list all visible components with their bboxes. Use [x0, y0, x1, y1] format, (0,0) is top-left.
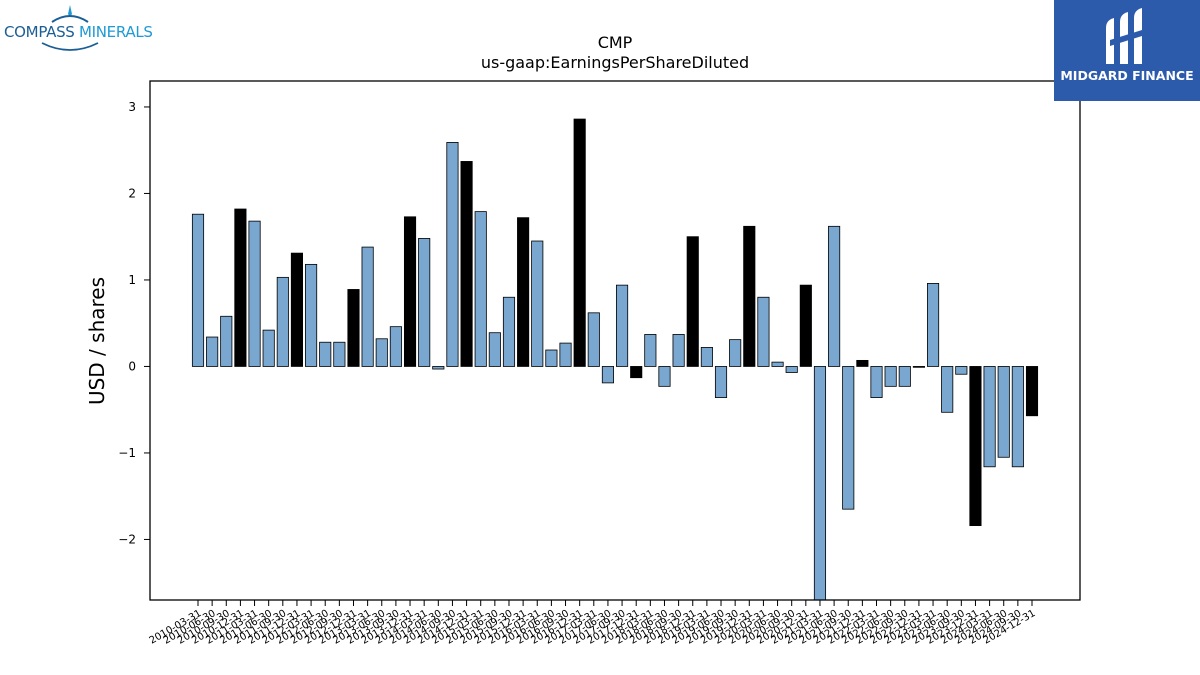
compass-minerals-wordmark: COMPASS MINERALS	[4, 23, 153, 41]
bar-2017-03-31	[587, 312, 600, 367]
bar-2013-03-31	[361, 246, 374, 367]
y-tick-label: 3	[128, 100, 136, 114]
bar-2021-09-30	[842, 366, 855, 510]
y-tick-label: −2	[118, 532, 136, 546]
bar-2016-06-30	[545, 349, 558, 367]
bar-2011-03-31	[248, 220, 261, 367]
bar-2017-06-30	[601, 366, 614, 384]
bar-2024-09-30	[1011, 366, 1024, 468]
bar-2023-12-31	[969, 366, 982, 527]
bar-2024-03-31	[983, 366, 996, 468]
bar-2024-06-30	[997, 366, 1010, 458]
bar-2015-09-30	[502, 296, 516, 367]
bar-2014-03-31	[418, 238, 431, 367]
y-axis-ticks: −2 −1 0 1 2 3	[118, 100, 150, 546]
bar-2022-09-30	[898, 366, 911, 387]
bar-2018-12-31	[686, 236, 699, 367]
plot-frame	[149, 80, 1081, 601]
bar-2014-12-31	[460, 161, 473, 367]
bar-2019-12-31	[743, 225, 756, 367]
compass-word: COMPASS	[4, 23, 75, 41]
chart-title: CMP	[598, 33, 633, 52]
bar-2010-09-30	[220, 315, 233, 367]
bar-2016-12-31	[573, 118, 586, 367]
y-tick-label: 2	[128, 186, 136, 200]
bar-2019-03-31	[700, 347, 713, 367]
midgard-finance-wordmark: MIDGARD FINANCE	[1060, 68, 1194, 83]
bar-2011-06-30	[262, 329, 275, 367]
minerals-word: MINERALS	[78, 23, 153, 41]
bar-2014-06-30	[432, 366, 445, 370]
bar-2019-06-30	[714, 366, 728, 398]
bar-2022-03-31	[870, 366, 883, 398]
bar-2013-09-30	[389, 326, 402, 367]
bar-2021-03-31	[813, 366, 827, 601]
bar-2017-09-30	[616, 284, 629, 367]
bar-2018-03-31	[644, 334, 657, 367]
bar-2017-12-31	[630, 366, 643, 379]
compass-swoosh-icon	[41, 42, 99, 51]
bar-2022-06-30	[884, 366, 897, 387]
bar-2020-03-31	[757, 296, 770, 367]
bar-2011-12-31	[290, 252, 304, 367]
bar-2021-12-31	[856, 359, 869, 367]
bar-2020-06-30	[771, 361, 784, 367]
y-tick-label: 1	[128, 273, 136, 287]
compass-star-icon	[51, 5, 89, 23]
bar-2018-09-30	[672, 334, 685, 367]
bar-2016-09-30	[559, 342, 572, 367]
bar-2024-12-31	[1025, 366, 1039, 417]
y-axis-label: USD / shares	[85, 277, 109, 405]
bar-2014-09-30	[446, 142, 459, 367]
bar-2020-09-30	[785, 366, 798, 373]
bar-2015-03-31	[474, 211, 487, 367]
bar-2015-06-30	[488, 332, 501, 367]
bar-2012-06-30	[319, 341, 332, 367]
bar-2021-06-30	[828, 225, 841, 367]
bar-2010-12-31	[234, 208, 247, 367]
x-axis-ticks: 2010-03-312010-06-302010-09-302010-12-31…	[148, 600, 1038, 647]
midgard-monogram-icon	[1106, 8, 1142, 64]
chart-subtitle: us-gaap:EarningsPerShareDiluted	[481, 53, 749, 72]
bar-2015-12-31	[517, 217, 530, 367]
bars	[191, 118, 1039, 601]
midgard-finance-logo: MIDGARD FINANCE	[1054, 0, 1200, 101]
bar-2013-12-31	[403, 216, 417, 367]
y-tick-label: 0	[128, 359, 136, 373]
bar-2023-09-30	[955, 366, 968, 375]
compass-minerals-logo: COMPASS MINERALS	[4, 4, 153, 54]
bar-2018-06-30	[658, 366, 671, 387]
y-tick-label: −1	[118, 446, 136, 460]
bar-2020-12-31	[799, 284, 812, 367]
bar-2019-09-30	[729, 339, 742, 367]
bar-2010-03-31	[191, 213, 205, 367]
bar-2012-03-31	[305, 263, 318, 367]
bar-2011-09-30	[276, 276, 289, 367]
bar-2010-06-30	[206, 336, 219, 367]
bar-2016-03-31	[531, 240, 544, 367]
bar-2023-03-31	[927, 283, 940, 367]
bar-2013-06-30	[375, 338, 388, 367]
bar-2023-06-30	[941, 366, 954, 413]
bar-2022-12-31	[912, 366, 925, 368]
bar-2012-09-30	[333, 341, 346, 367]
bar-2012-12-31	[347, 289, 360, 367]
